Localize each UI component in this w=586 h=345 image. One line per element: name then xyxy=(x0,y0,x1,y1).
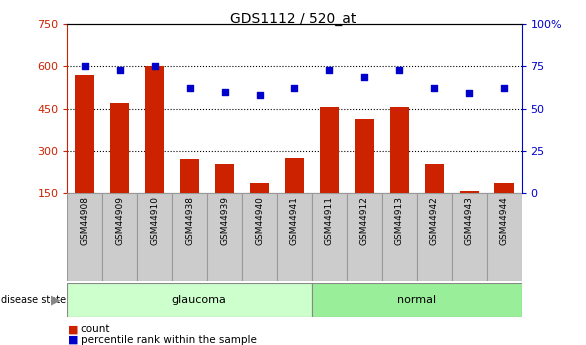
Point xyxy=(290,86,299,91)
Text: ■: ■ xyxy=(68,335,79,345)
Bar xyxy=(172,193,207,281)
Bar xyxy=(103,193,137,281)
Bar xyxy=(75,75,94,193)
Point xyxy=(185,86,195,91)
Bar xyxy=(495,183,514,193)
Bar xyxy=(312,193,347,281)
Bar xyxy=(180,159,199,193)
Point xyxy=(150,63,159,69)
Text: GSM44941: GSM44941 xyxy=(290,196,299,245)
Text: GSM44909: GSM44909 xyxy=(115,196,124,245)
Text: normal: normal xyxy=(397,295,437,305)
Point xyxy=(465,91,474,96)
Bar xyxy=(417,193,452,281)
Bar xyxy=(347,193,382,281)
Bar xyxy=(67,193,103,281)
Bar xyxy=(110,103,130,193)
Text: GSM44940: GSM44940 xyxy=(255,196,264,245)
Point xyxy=(80,63,90,69)
Point xyxy=(115,67,124,72)
Bar xyxy=(285,158,304,193)
Text: GSM44911: GSM44911 xyxy=(325,196,334,245)
Text: disease state: disease state xyxy=(1,295,66,305)
Bar xyxy=(250,183,269,193)
Text: ▶: ▶ xyxy=(51,294,60,307)
Bar xyxy=(390,107,409,193)
Text: GSM44944: GSM44944 xyxy=(500,196,509,245)
Bar xyxy=(452,193,486,281)
Point xyxy=(394,67,404,72)
Bar xyxy=(215,164,234,193)
Text: percentile rank within the sample: percentile rank within the sample xyxy=(81,335,257,345)
Point xyxy=(499,86,509,91)
Point xyxy=(325,67,334,72)
Text: ■: ■ xyxy=(68,325,79,334)
Text: GSM44908: GSM44908 xyxy=(80,196,89,245)
Text: GSM44942: GSM44942 xyxy=(430,196,439,245)
Point xyxy=(255,92,264,98)
Text: GSM44912: GSM44912 xyxy=(360,196,369,245)
Point xyxy=(360,74,369,79)
Bar xyxy=(242,193,277,281)
Point xyxy=(220,89,229,95)
Bar xyxy=(486,193,522,281)
Bar xyxy=(320,107,339,193)
Text: GSM44943: GSM44943 xyxy=(465,196,473,245)
Text: GDS1112 / 520_at: GDS1112 / 520_at xyxy=(230,12,356,26)
Point xyxy=(430,86,439,91)
Bar xyxy=(425,164,444,193)
Bar xyxy=(459,191,479,193)
Text: GSM44938: GSM44938 xyxy=(185,196,194,245)
Bar xyxy=(67,283,312,317)
Text: glaucoma: glaucoma xyxy=(171,295,226,305)
Bar xyxy=(312,283,522,317)
Bar xyxy=(277,193,312,281)
Text: GSM44910: GSM44910 xyxy=(150,196,159,245)
Bar xyxy=(137,193,172,281)
Text: count: count xyxy=(81,325,110,334)
Text: GSM44913: GSM44913 xyxy=(395,196,404,245)
Bar xyxy=(355,119,374,193)
Bar xyxy=(145,66,164,193)
Text: GSM44939: GSM44939 xyxy=(220,196,229,245)
Bar xyxy=(382,193,417,281)
Bar xyxy=(207,193,242,281)
